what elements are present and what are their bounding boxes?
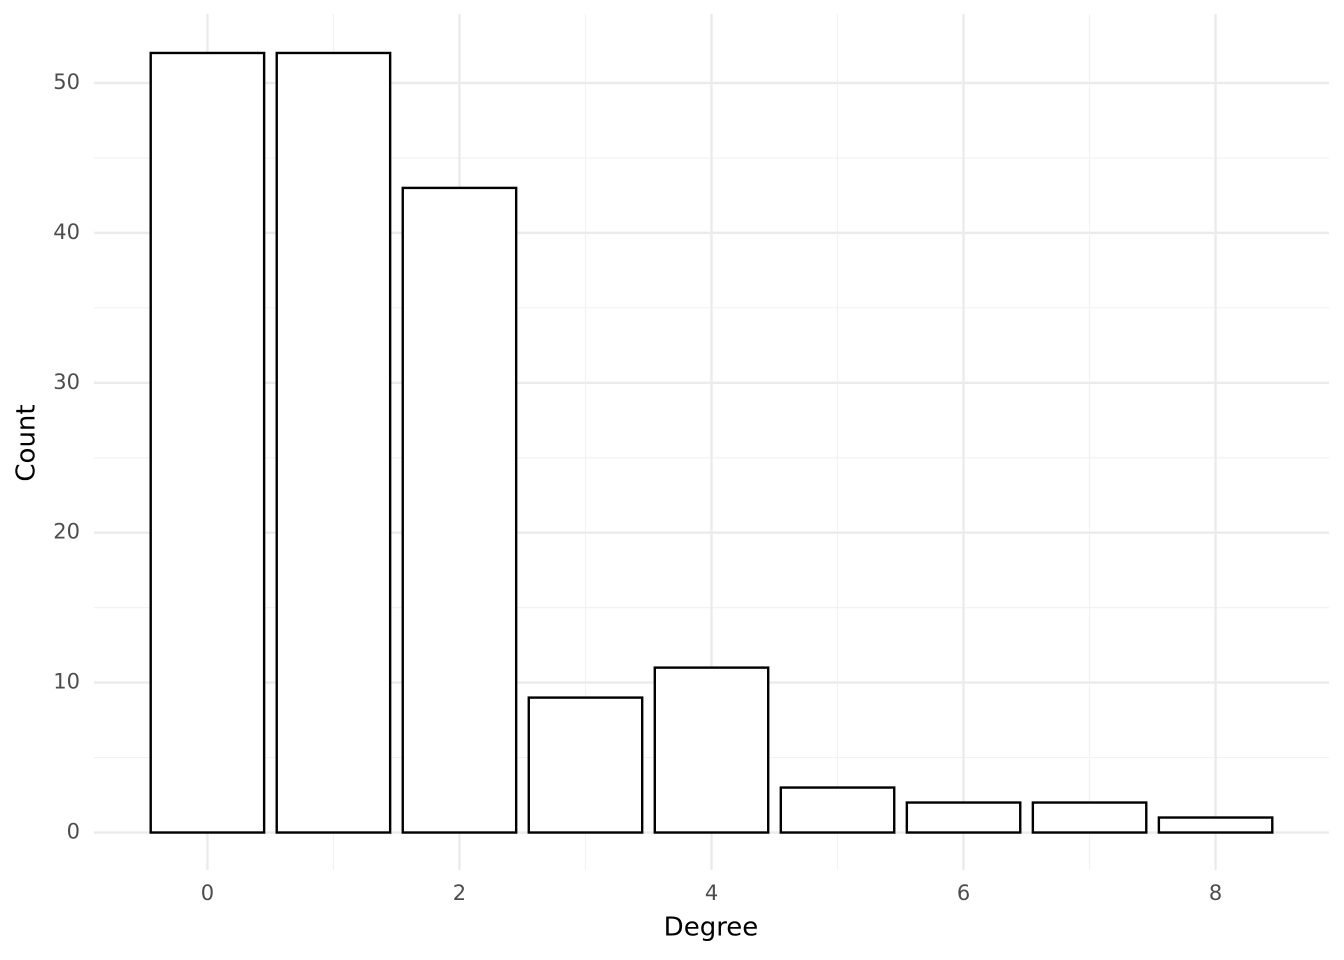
bar [653,666,770,834]
x-tick-label: 6 [957,881,970,905]
x-axis-title: Degree [664,913,759,943]
y-tick-label: 50 [53,70,80,94]
x-tick-label: 4 [705,881,718,905]
bar [1031,801,1148,834]
bar [275,51,392,834]
bar [527,696,644,834]
x-tick-label: 2 [453,881,466,905]
bar [905,801,1022,834]
y-tick-label: 10 [53,670,80,694]
bar [149,51,266,834]
y-tick-label: 0 [67,820,80,844]
bar [401,186,518,834]
bar [779,786,896,834]
bar [1157,816,1274,834]
y-tick-label: 20 [53,520,80,544]
x-tick-label: 8 [1209,881,1222,905]
y-tick-label: 30 [53,370,80,394]
y-axis-title: Count [12,404,42,481]
y-tick-label: 40 [53,220,80,244]
x-tick-label: 0 [201,881,214,905]
